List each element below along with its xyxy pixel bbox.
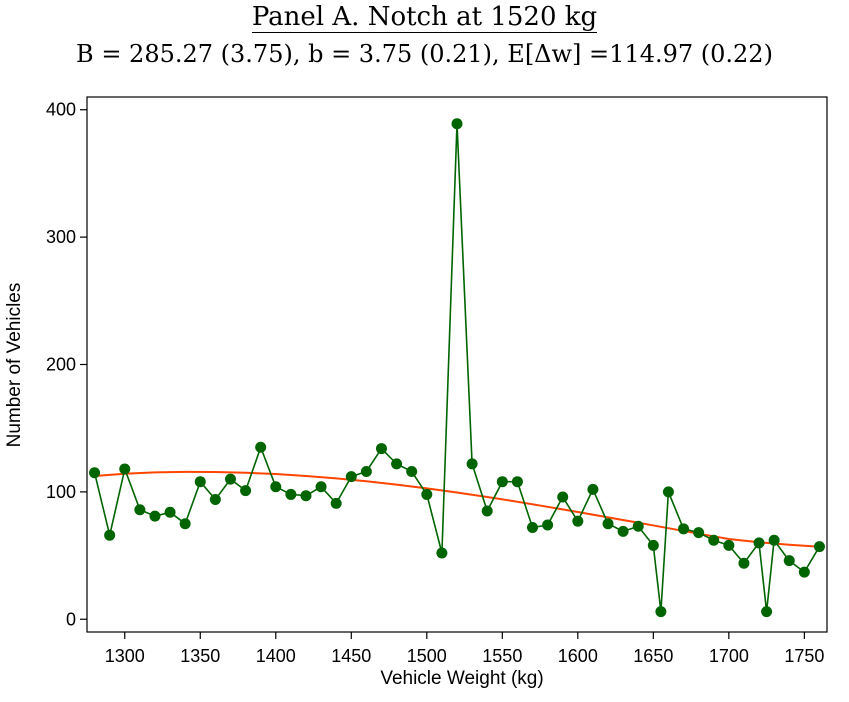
plot-frame xyxy=(86,96,828,633)
x-tick-label: 1450 xyxy=(331,646,371,666)
x-axis: 1300 1350 1400 1450 1500 1550 1600 1650 1700 1750 xyxy=(105,632,824,666)
data-point xyxy=(738,557,750,569)
x-tick-label: 1500 xyxy=(407,646,447,666)
data-point xyxy=(164,506,176,518)
x-tick-label: 1550 xyxy=(482,646,522,666)
data-point xyxy=(89,467,101,479)
data-point xyxy=(496,476,508,488)
x-tick-label: 1300 xyxy=(105,646,145,666)
data-point xyxy=(655,606,667,618)
data-point xyxy=(527,522,539,534)
data-point xyxy=(375,443,387,455)
data-point xyxy=(330,497,342,509)
data-point xyxy=(572,515,584,527)
x-tick-label: 1700 xyxy=(709,646,749,666)
data-point xyxy=(436,547,448,559)
data-point xyxy=(104,529,116,541)
data-point xyxy=(240,485,252,497)
data-point xyxy=(647,539,659,551)
data-point xyxy=(511,476,523,488)
x-tick-label: 1600 xyxy=(558,646,598,666)
data-point xyxy=(662,486,674,498)
x-tick-label: 1400 xyxy=(256,646,296,666)
data-point xyxy=(300,490,312,502)
data-point xyxy=(723,539,735,551)
y-axis: 0 100 200 300 400 xyxy=(46,100,87,629)
y-tick-label: 100 xyxy=(46,482,76,502)
y-axis-title: Number of Vehicles xyxy=(4,283,25,448)
data-point xyxy=(678,523,690,535)
x-tick-label: 1650 xyxy=(633,646,673,666)
data-point xyxy=(451,118,463,130)
x-tick-label: 1350 xyxy=(180,646,220,666)
data-point xyxy=(761,606,773,618)
data-point xyxy=(134,504,146,516)
data-point xyxy=(255,441,267,453)
data-point xyxy=(783,555,795,567)
chart-title: Panel A. Notch at 1520 kg xyxy=(251,2,598,33)
y-tick-label: 300 xyxy=(46,227,76,247)
x-axis-title: Vehicle Weight (kg) xyxy=(380,668,543,689)
data-point xyxy=(753,537,765,549)
data-point xyxy=(179,518,191,530)
data-point xyxy=(406,466,418,477)
data-point xyxy=(285,488,297,500)
data-point xyxy=(421,488,433,500)
data-point xyxy=(587,483,599,495)
data-point xyxy=(768,534,780,546)
y-tick-label: 0 xyxy=(66,609,76,629)
data-point xyxy=(708,534,720,546)
data-point xyxy=(693,527,705,539)
data-point xyxy=(602,518,614,530)
y-tick-label: 200 xyxy=(46,355,76,375)
data-point xyxy=(813,541,825,553)
series-layer xyxy=(89,118,825,618)
data-point xyxy=(798,566,810,578)
data-point xyxy=(270,481,282,493)
data-point xyxy=(194,476,206,488)
data-point xyxy=(315,481,327,493)
data-point xyxy=(617,525,629,537)
data-point xyxy=(557,491,569,503)
data-point xyxy=(466,458,478,470)
data-point xyxy=(209,494,221,506)
data-point xyxy=(119,463,131,475)
data-point xyxy=(542,519,554,531)
data-point xyxy=(481,505,493,517)
chart-subtitle: B = 285.27 (3.75), b = 3.75 (0.21), E[Δw… xyxy=(76,40,773,68)
data-point xyxy=(345,471,357,483)
data-point xyxy=(391,458,403,470)
data-point xyxy=(224,473,236,485)
data-point xyxy=(149,510,161,522)
x-tick-label: 1750 xyxy=(784,646,824,666)
data-point xyxy=(632,520,644,532)
data-point xyxy=(360,466,372,477)
y-tick-label: 400 xyxy=(46,100,76,120)
